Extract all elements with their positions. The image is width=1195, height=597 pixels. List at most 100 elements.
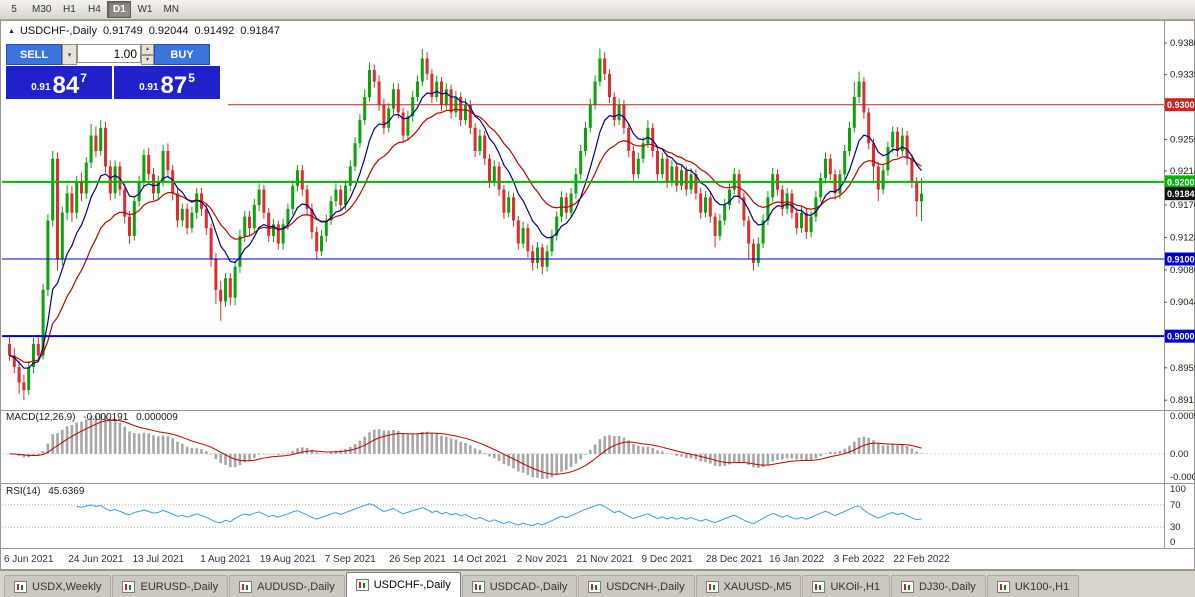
rsi-scale-label: 0 bbox=[1170, 537, 1175, 548]
ohlc-open: 0.91749 bbox=[102, 25, 143, 37]
macd-value-signal: 0.000009 bbox=[136, 412, 178, 423]
volume-down-button[interactable]: ▾ bbox=[141, 54, 154, 65]
date-label: 2 Nov 2021 bbox=[517, 554, 569, 565]
price-tag-0.9000: 0.9000 bbox=[1165, 329, 1195, 343]
price-scale-label: 0.8959 bbox=[1170, 363, 1195, 374]
timeframe-M30-button[interactable]: M30 bbox=[27, 1, 56, 18]
volume-up-button[interactable]: ▴ bbox=[141, 44, 154, 55]
tab-label: UKOil-,H1 bbox=[830, 580, 880, 593]
rsi-indicator-label: RSI(14) 45.6369 bbox=[6, 486, 89, 497]
chart-tab-usdcnh-daily[interactable]: USDCNH-,Daily bbox=[578, 575, 695, 597]
price-scale-label: 0.9086 bbox=[1170, 265, 1195, 276]
svg-text:0.9300: 0.9300 bbox=[1167, 100, 1195, 110]
candles-group bbox=[8, 48, 923, 401]
volume-input[interactable] bbox=[77, 44, 141, 63]
chart-window-icon bbox=[996, 580, 1010, 593]
chart-window-icon bbox=[705, 580, 719, 593]
chart-window-icon bbox=[471, 580, 485, 593]
chart-tab-uk100-h1[interactable]: UK100-,H1 bbox=[986, 575, 1080, 597]
chart-window-icon bbox=[122, 580, 136, 593]
rsi-scale-label: 100 bbox=[1170, 484, 1186, 495]
date-label: 24 Jun 2021 bbox=[68, 554, 123, 565]
date-label: 7 Sep 2021 bbox=[325, 554, 377, 565]
date-label: 28 Dec 2021 bbox=[706, 554, 763, 565]
svg-text:0.9100: 0.9100 bbox=[1167, 255, 1195, 265]
sell-button[interactable]: SELL bbox=[6, 44, 62, 65]
tab-label: USDX,Weekly bbox=[32, 580, 102, 593]
rsi-line bbox=[76, 503, 922, 527]
timeframe-H1-button[interactable]: H1 bbox=[57, 1, 81, 18]
tab-label: UK100-,H1 bbox=[1014, 580, 1070, 593]
tab-label: USDCHF-,Daily bbox=[373, 579, 451, 591]
tab-label: USDCNH-,Daily bbox=[606, 580, 685, 593]
buy-price-panel[interactable]: 0.91 87 5 bbox=[114, 66, 220, 99]
chart-tab-dj30-daily[interactable]: DJ30-,Daily bbox=[890, 575, 986, 597]
date-label: 14 Oct 2021 bbox=[453, 554, 508, 565]
buy-price-big: 87 bbox=[160, 72, 188, 99]
sell-price-big: 84 bbox=[52, 72, 80, 99]
collapse-trade-panel-icon[interactable]: ▲ bbox=[8, 27, 15, 35]
sell-price-panel[interactable]: 0.91 84 7 bbox=[6, 66, 112, 99]
chart-tabs-bar: USDX,Weekly EURUSD-,Daily AUDUSD-,Daily USD… bbox=[0, 570, 1195, 597]
macd-value-main: -0.000191 bbox=[83, 412, 129, 423]
tab-label: XAUUSD-,M5 bbox=[723, 580, 792, 593]
one-click-trading-panel: SELL ▾ ▴ ▾ BUY 0.91 84 7 0.91 87 5 bbox=[6, 44, 220, 99]
timeframe-H4-button[interactable]: H4 bbox=[82, 1, 106, 18]
volume-stepper: ▴ ▾ bbox=[141, 44, 154, 65]
date-label: 13 Jul 2021 bbox=[132, 554, 184, 565]
svg-text:0.9184: 0.9184 bbox=[1167, 189, 1195, 199]
volume-dropdown-button[interactable]: ▾ bbox=[62, 44, 77, 65]
price-tag-0.9184: 0.9184 bbox=[1165, 187, 1195, 201]
macd-signal-line bbox=[9, 419, 922, 475]
rsi-scale-label: 70 bbox=[1170, 500, 1181, 511]
date-label: 16 Jan 2022 bbox=[769, 554, 824, 565]
timeframe-D1-button[interactable]: D1 bbox=[107, 1, 132, 18]
date-axis: 6 Jun 2021 24 Jun 2021 13 Jul 2021 1 Aug 20… bbox=[4, 554, 950, 565]
svg-text:0.9200: 0.9200 bbox=[1167, 177, 1195, 187]
ohlc-low: 0.91492 bbox=[194, 25, 235, 37]
macd-scale-label: 0.0005 bbox=[1170, 411, 1195, 422]
price-tag-0.9100: 0.9100 bbox=[1165, 252, 1195, 266]
timeframe-toolbar: 5 M30 H1 H4 D1 W1 MN bbox=[0, 0, 1195, 20]
timeframe-MN-button[interactable]: MN bbox=[158, 1, 184, 18]
buy-price-prefix: 0.91 bbox=[139, 82, 159, 93]
rsi-scale-label: 30 bbox=[1170, 522, 1181, 533]
chart-window-icon bbox=[355, 579, 369, 591]
price-scale-label: 0.9128 bbox=[1170, 232, 1195, 243]
price-scale-label: 0.8917 bbox=[1170, 395, 1195, 406]
rsi-value: 45.6369 bbox=[48, 486, 85, 497]
sell-price-prefix: 0.91 bbox=[31, 82, 51, 93]
macd-histogram bbox=[8, 414, 923, 479]
chart-tab-usdx-weekly[interactable]: USDX,Weekly bbox=[4, 575, 112, 597]
chart-tab-ukoil-h1[interactable]: UKOil-,H1 bbox=[802, 575, 890, 597]
ma-slow-line bbox=[9, 108, 922, 364]
date-label: 22 Feb 2022 bbox=[893, 554, 950, 565]
tab-label: EURUSD-,Daily bbox=[140, 580, 219, 593]
date-label: 6 Jun 2021 bbox=[4, 554, 54, 565]
date-label: 26 Sep 2021 bbox=[389, 554, 446, 565]
chart-window-icon bbox=[900, 580, 914, 593]
ohlc-close: 0.91847 bbox=[240, 25, 280, 37]
price-scale-label: 0.9255 bbox=[1170, 134, 1195, 145]
chart-tab-eurusd-daily[interactable]: EURUSD-,Daily bbox=[112, 575, 229, 597]
tab-label: AUDUSD-,Daily bbox=[257, 580, 335, 593]
chart-symbol-label: USDCHF-,Daily bbox=[19, 25, 97, 37]
chart-tab-audusd-daily[interactable]: AUDUSD-,Daily bbox=[229, 575, 345, 597]
timeframe-5-button[interactable]: 5 bbox=[2, 1, 26, 18]
chart-tab-usdcad-daily[interactable]: USDCAD-,Daily bbox=[461, 575, 578, 597]
macd-scale-label: -0.0005 bbox=[1170, 472, 1195, 483]
date-label: 19 Aug 2021 bbox=[260, 554, 317, 565]
timeframe-W1-button[interactable]: W1 bbox=[132, 1, 157, 18]
buy-button[interactable]: BUY bbox=[154, 44, 210, 65]
date-label: 1 Aug 2021 bbox=[200, 554, 251, 565]
tab-label: USDCAD-,Daily bbox=[489, 580, 568, 593]
chart-tab-usdchf-daily[interactable]: USDCHF-,Daily bbox=[345, 572, 461, 597]
chart-tab-xauusd-m5[interactable]: XAUUSD-,M5 bbox=[695, 575, 802, 597]
price-scale-label: 0.9339 bbox=[1170, 70, 1195, 81]
svg-text:0.9000: 0.9000 bbox=[1167, 332, 1195, 342]
sell-price-pip: 7 bbox=[80, 71, 87, 85]
chart-header: ▲ USDCHF-,Daily 0.91749 0.92044 0.91492 … bbox=[8, 25, 286, 37]
